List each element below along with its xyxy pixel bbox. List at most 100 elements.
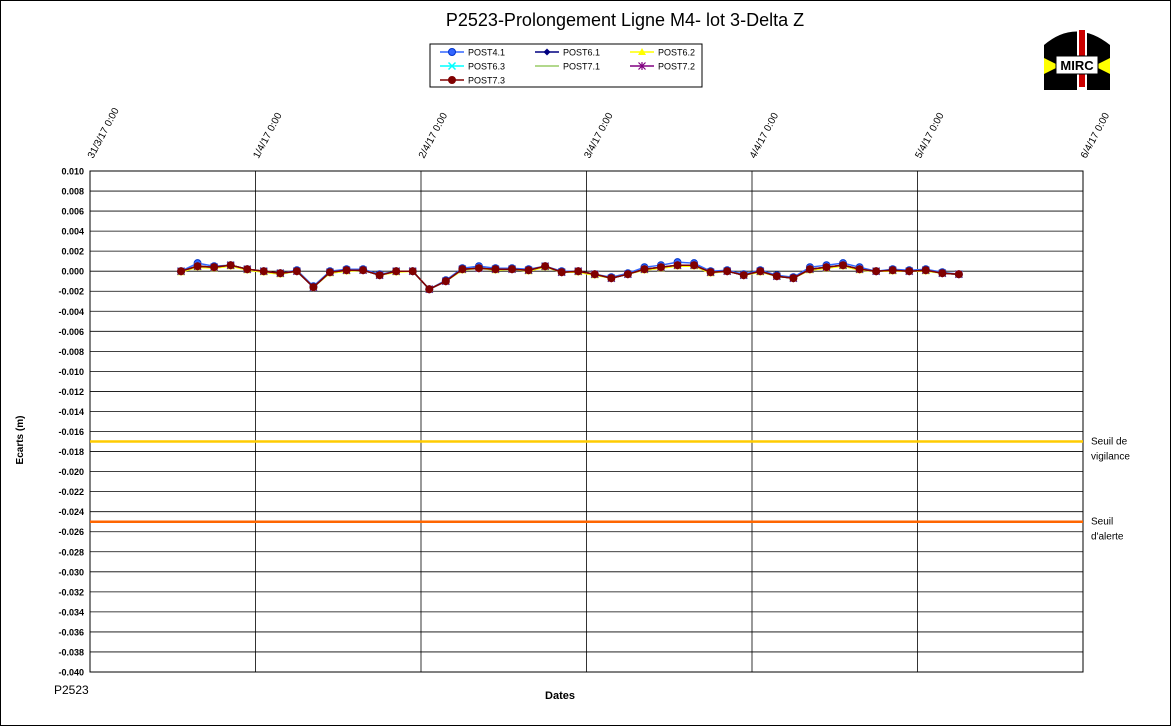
y-tick-label: -0.022 [58,487,84,497]
point [392,267,401,276]
point [756,267,765,276]
legend-label: POST7.2 [658,62,695,72]
legend [429,43,703,88]
point [375,271,384,280]
y-tick-label: -0.010 [58,367,84,377]
point [590,270,599,279]
point [623,270,632,279]
point [706,268,715,277]
point [543,48,551,56]
point [259,267,268,276]
point [557,268,566,277]
point [448,76,456,84]
point [638,62,646,70]
point [474,264,483,273]
y-tick-label: -0.008 [58,347,84,357]
point [656,263,665,272]
point [193,262,202,271]
point [855,265,864,274]
point [673,261,682,270]
point [342,266,351,275]
point [938,269,947,278]
point [447,61,457,71]
y-tick-label: 0.010 [61,167,84,177]
legend-label: POST7.3 [468,76,505,86]
logo-text: MIRC [1060,58,1094,73]
series [177,261,963,294]
y-axis-label: Ecarts (m) [15,416,26,465]
point [574,267,583,276]
x-axis-label: Dates [545,690,575,702]
y-tick-label: -0.036 [58,627,84,637]
threshold-label: vigilance [1091,452,1130,463]
point [458,265,467,274]
point [508,265,517,274]
point [805,265,814,274]
point [789,274,798,283]
y-tick-label: 0.006 [61,207,84,217]
y-tick-label: -0.016 [58,427,84,437]
footer: P2523 [54,683,89,697]
threshold-label: Seuil [1091,517,1113,528]
point [292,267,301,276]
point [739,271,748,280]
point [541,262,550,271]
point [638,48,646,55]
point [276,269,285,278]
y-tick-label: -0.018 [58,447,84,457]
point [210,263,219,272]
y-tick-label: -0.006 [58,327,84,337]
chart-title: P2523-Prolongement Ligne M4- lot 3-Delta… [446,10,804,30]
y-tick-label: -0.030 [58,567,84,577]
point [425,285,434,294]
legend-label: POST6.3 [468,62,505,72]
point [408,267,417,276]
point [243,265,252,274]
point [872,267,881,276]
y-tick-label: -0.038 [58,647,84,657]
y-tick-label: -0.024 [58,507,84,517]
point [325,268,334,277]
point [839,261,848,270]
point [226,261,235,270]
y-tick-label: -0.002 [58,287,84,297]
point [888,266,897,275]
y-tick-label: 0.004 [61,227,84,237]
point [359,266,368,275]
y-tick-label: -0.004 [58,307,84,317]
y-tick-label: -0.014 [58,407,84,417]
point [905,267,914,276]
legend-label: POST4.1 [468,48,505,58]
y-tick-label: 0.008 [61,187,84,197]
point [723,267,732,276]
point [640,265,649,274]
y-tick-label: -0.040 [58,668,84,678]
point [177,267,186,276]
threshold-label: d'alerte [1091,532,1124,543]
y-tick-label: -0.032 [58,587,84,597]
point [822,263,831,272]
point [524,266,533,275]
y-tick-label: 0.002 [61,247,84,257]
threshold-label: Seuil de [1091,437,1128,448]
point [448,48,456,56]
logo: MIRC [1044,27,1110,90]
point [690,261,699,270]
y-tick-label: -0.020 [58,467,84,477]
point [441,277,450,286]
legend-label: POST7.1 [563,62,600,72]
point [309,283,318,292]
legend-label: POST6.2 [658,48,695,58]
y-tick-label: -0.026 [58,527,84,537]
point [491,265,500,274]
legend-label: POST6.1 [563,48,600,58]
point [772,272,781,281]
y-tick-label: -0.012 [58,387,84,397]
point [607,274,616,283]
point [921,266,930,275]
y-tick-label: 0.000 [61,267,84,277]
point [954,270,963,279]
y-tick-label: -0.028 [58,547,84,557]
y-tick-label: -0.034 [58,607,84,617]
